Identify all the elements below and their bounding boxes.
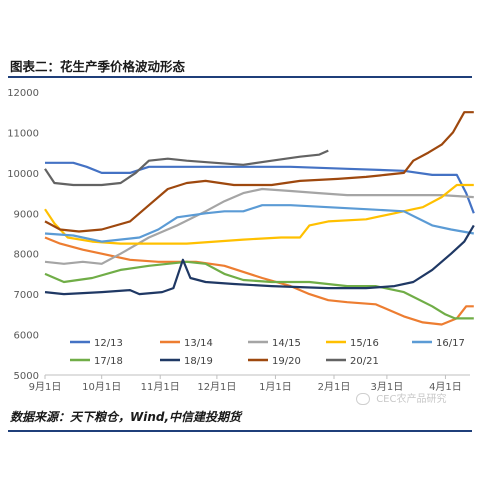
watermark: CEC农产品研究 [356,390,446,405]
x-tick-label: 10月1日 [82,381,121,393]
y-tick-label: 5000 [14,371,39,382]
x-tick-label: 9月1日 [29,381,62,393]
series-line-19-20 [44,111,474,233]
legend-label: 14/15 [272,338,301,349]
bottom-rule [8,430,472,432]
legend-label: 15/16 [350,338,379,349]
y-tick-label: 8000 [14,250,39,261]
y-tick-label: 6000 [14,331,39,342]
x-tick-label: 3月1日 [371,381,404,393]
price-line-chart: 5000 6000 7000 8000 9000 10000 11000 12000 9月1日 1… [7,88,475,393]
legend-label: 19/20 [272,356,301,367]
x-tick-label: 12月1日 [197,381,236,393]
series-line-15-16 [44,183,474,245]
legend-label: 13/14 [184,338,213,349]
legend-label: 17/18 [94,356,123,367]
y-tick-label: 12000 [7,88,39,99]
wechat-icon [356,393,370,405]
x-tick-label: 4月1日 [429,381,462,393]
series-line-17-18 [44,260,474,320]
series-line-16-17 [44,204,474,243]
series-line-20-21 [44,149,329,187]
legend-label: 12/13 [94,338,123,349]
x-tick-label: 1月1日 [259,381,292,393]
x-tick-label: 11月1日 [141,381,180,393]
y-tick-label: 11000 [7,128,39,139]
watermark-text: CEC农产品研究 [376,394,447,405]
series-line-14-15 [44,187,474,265]
y-tick-label: 9000 [14,209,39,220]
legend-label: 18/19 [184,356,213,367]
title-bar: 图表二：花生产季价格波动形态 [8,52,472,78]
x-tick-label: 2月1日 [318,381,351,393]
y-tick-label: 7000 [14,290,39,301]
y-tick-label: 10000 [7,169,39,180]
series-line-12-13 [45,161,475,214]
page-title: 图表二：花生产季价格波动形态 [10,59,186,74]
legend-label: 20/21 [350,356,379,367]
series-line-18-19 [44,224,475,296]
data-source-note: 数据来源：天下粮仓，Wind,中信建投期货 [10,410,242,424]
series-line-13-14 [44,236,474,326]
legend-label: 16/17 [436,338,465,349]
